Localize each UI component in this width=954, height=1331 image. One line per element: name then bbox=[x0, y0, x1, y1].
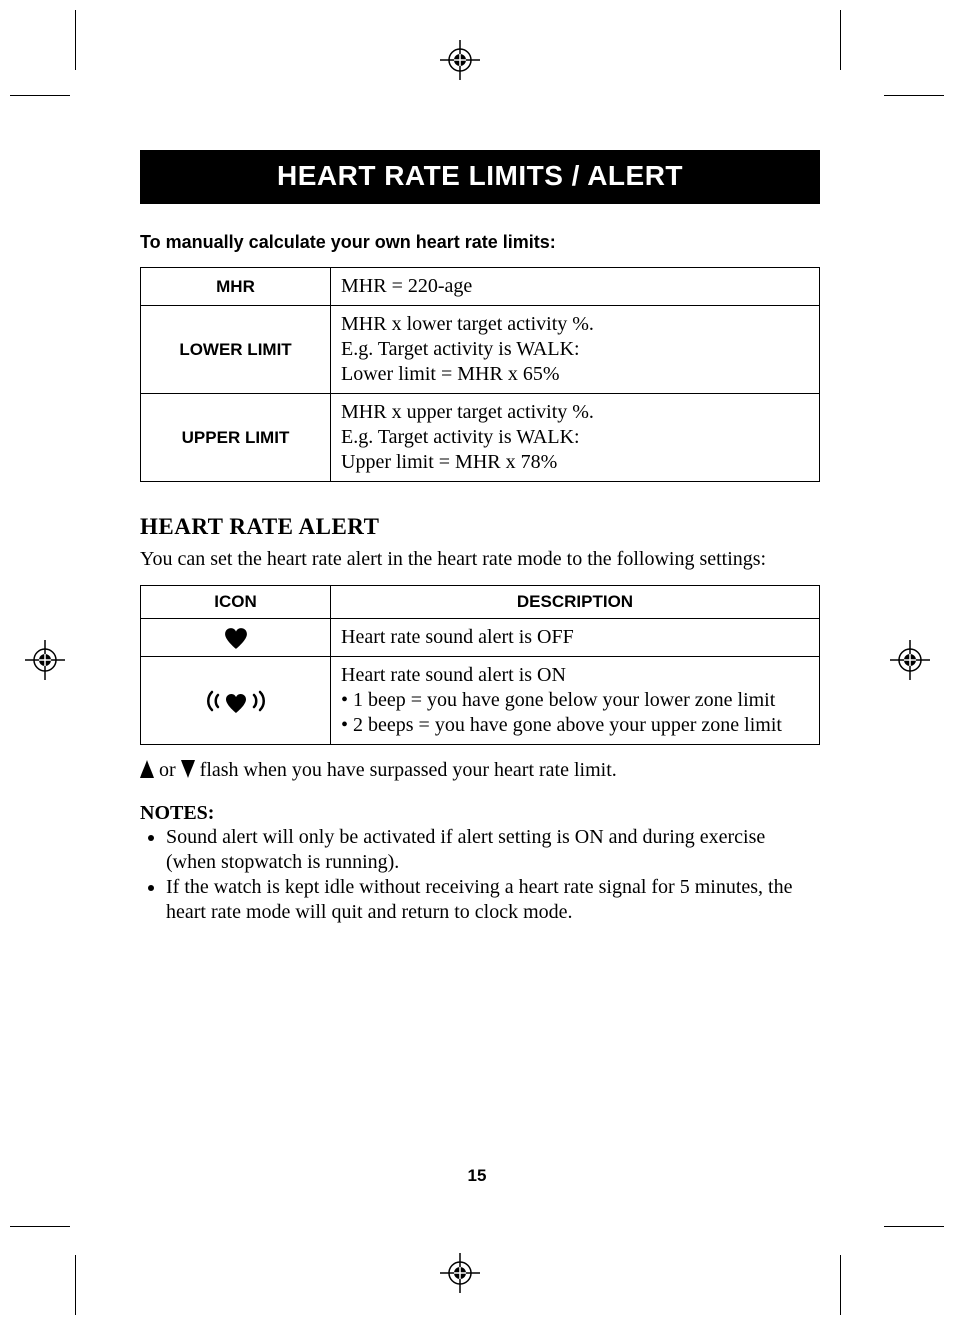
registration-mark-top bbox=[440, 40, 480, 80]
alert-table: ICON DESCRIPTION Heart rate sound alert … bbox=[140, 585, 820, 745]
heart-rate-alert-intro: You can set the heart rate alert in the … bbox=[140, 546, 820, 573]
table-row: Heart rate sound alert is OFF bbox=[141, 619, 820, 657]
limits-body-upper: MHR x upper target activity %. E.g. Targ… bbox=[331, 394, 820, 482]
limits-body-lower: MHR x lower target activity %. E.g. Targ… bbox=[331, 306, 820, 394]
page-number: 15 bbox=[0, 1166, 954, 1186]
table-row: LOWER LIMIT MHR x lower target activity … bbox=[141, 306, 820, 394]
limits-label-upper: UPPER LIMIT bbox=[141, 394, 331, 482]
registration-mark-left bbox=[25, 640, 65, 680]
table-header-row: ICON DESCRIPTION bbox=[141, 586, 820, 619]
page-title: HEART RATE LIMITS / ALERT bbox=[140, 150, 820, 204]
alert-desc-on-line: Heart rate sound alert is ON bbox=[341, 663, 809, 688]
table-row: UPPER LIMIT MHR x upper target activity … bbox=[141, 394, 820, 482]
limits-label-mhr: MHR bbox=[141, 268, 331, 306]
heart-icon bbox=[141, 619, 331, 657]
notes-list: Sound alert will only be activated if al… bbox=[140, 825, 820, 925]
triangle-down-icon bbox=[181, 760, 195, 778]
alert-header-description: DESCRIPTION bbox=[331, 586, 820, 619]
notes-heading: NOTES: bbox=[140, 802, 820, 825]
table-row: MHR MHR = 220-age bbox=[141, 268, 820, 306]
registration-mark-right bbox=[890, 640, 930, 680]
registration-mark-bottom bbox=[440, 1253, 480, 1293]
alert-desc-on: Heart rate sound alert is ON 1 beep = yo… bbox=[331, 657, 820, 745]
alert-desc-off: Heart rate sound alert is OFF bbox=[331, 619, 820, 657]
note-item: If the watch is kept idle without receiv… bbox=[166, 875, 820, 925]
alert-header-icon: ICON bbox=[141, 586, 331, 619]
triangle-up-icon bbox=[140, 760, 154, 778]
heart-rate-alert-heading: HEART RATE ALERT bbox=[140, 514, 820, 540]
flash-indicator-line: or flash when you have surpassed your he… bbox=[140, 759, 820, 782]
limits-table: MHR MHR = 220-age LOWER LIMIT MHR x lowe… bbox=[140, 267, 820, 482]
alert-desc-on-b1: 1 beep = you have gone below your lower … bbox=[341, 688, 809, 713]
limits-body-mhr: MHR = 220-age bbox=[331, 268, 820, 306]
flash-text: flash when you have surpassed your heart… bbox=[200, 759, 617, 781]
flash-or-text: or bbox=[159, 759, 176, 781]
note-item: Sound alert will only be activated if al… bbox=[166, 825, 820, 875]
manual-calc-subhead: To manually calculate your own heart rat… bbox=[140, 232, 820, 253]
alert-desc-on-b2: 2 beeps = you have gone above your upper… bbox=[341, 713, 809, 738]
limits-label-lower: LOWER LIMIT bbox=[141, 306, 331, 394]
heart-waves-icon bbox=[141, 657, 331, 745]
table-row: Heart rate sound alert is ON 1 beep = yo… bbox=[141, 657, 820, 745]
page-content: HEART RATE LIMITS / ALERT To manually ca… bbox=[140, 150, 820, 925]
